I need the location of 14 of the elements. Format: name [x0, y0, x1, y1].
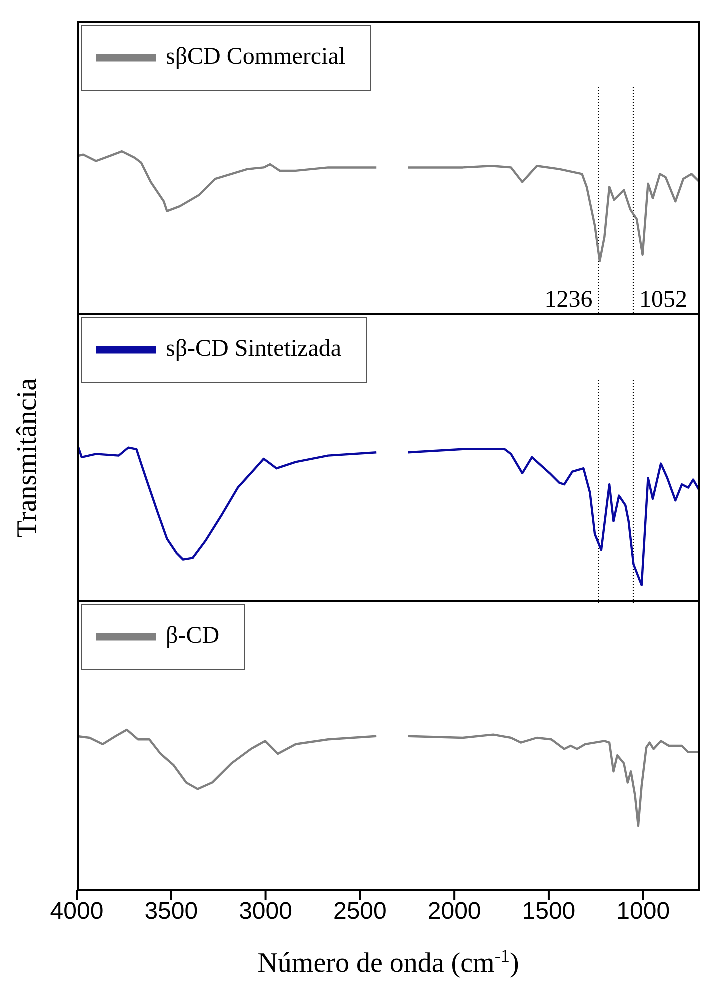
x-tick-label: 2000 [428, 898, 482, 926]
legend-label: β-CD [166, 622, 220, 649]
ref-line-label: 1052 [640, 287, 688, 313]
legend-label: sβCD Commercial [166, 44, 346, 70]
x-axis-title: Número de onda (cm$^{-1}$) [258, 946, 520, 979]
x-tick-label: 4000 [50, 898, 104, 926]
legend-label: sβ-CD Sintetizada [166, 336, 342, 362]
x-tick-label: 3500 [144, 898, 198, 926]
x-tick-label: 3000 [239, 898, 292, 926]
y-axis-title: Transmitância [12, 378, 43, 538]
x-tick-label: 1000 [616, 898, 670, 926]
x-tick-label: 2500 [333, 898, 387, 926]
x-tick-label: 1500 [522, 898, 576, 926]
ref-line-label: 1236 [544, 287, 593, 313]
